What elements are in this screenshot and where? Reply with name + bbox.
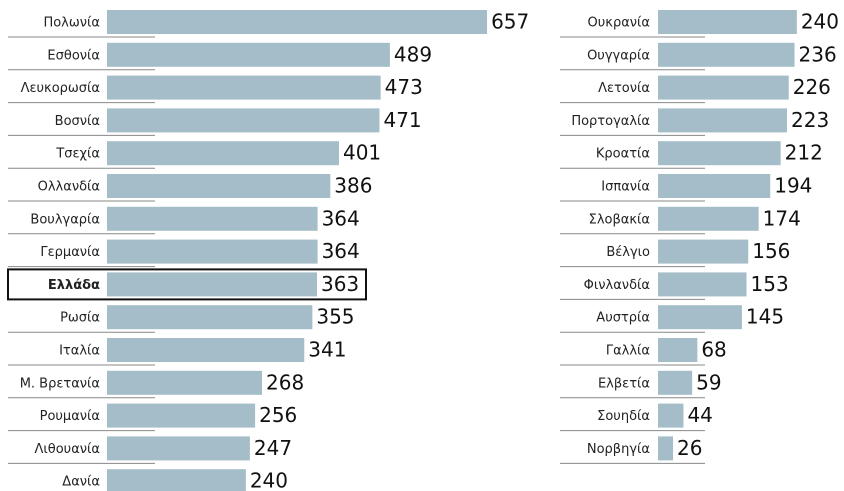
category-label: Μ. Βρετανία xyxy=(20,376,100,391)
value-label: 364 xyxy=(322,239,360,263)
category-label: Λιθουανία xyxy=(34,442,100,457)
value-label: 68 xyxy=(701,338,726,362)
value-label: 256 xyxy=(259,403,297,427)
category-label: Κροατία xyxy=(596,147,650,162)
value-label: 355 xyxy=(316,305,354,329)
bar xyxy=(107,174,331,198)
value-label: 156 xyxy=(752,239,790,263)
bar xyxy=(107,338,305,362)
value-label: 471 xyxy=(383,108,421,132)
bar xyxy=(658,206,759,231)
bar xyxy=(658,141,781,166)
bar xyxy=(658,108,788,133)
value-label: 236 xyxy=(799,42,837,66)
bar xyxy=(107,10,488,34)
category-label: Γαλλία xyxy=(606,344,650,359)
bar xyxy=(658,75,789,100)
bar xyxy=(107,141,339,166)
bar xyxy=(107,206,318,231)
category-label: Βουλγαρία xyxy=(30,212,100,227)
bar xyxy=(107,272,317,297)
bar xyxy=(107,370,263,395)
value-label: 174 xyxy=(763,206,801,230)
category-label: Ιταλία xyxy=(59,344,100,359)
value-label: 341 xyxy=(308,338,346,362)
category-label: Λευκορωσία xyxy=(21,81,100,96)
value-label: 240 xyxy=(801,10,839,34)
category-label: Αυστρία xyxy=(596,311,650,326)
value-label: 212 xyxy=(785,141,823,165)
bar xyxy=(107,469,246,491)
category-label: Νορβηγία xyxy=(587,442,650,457)
bar xyxy=(107,436,250,461)
value-label: 223 xyxy=(791,108,829,132)
bar xyxy=(658,370,693,395)
category-label: Ρωσία xyxy=(60,311,100,326)
bar xyxy=(658,403,684,428)
category-label: Βοσνία xyxy=(55,114,100,129)
bar xyxy=(107,42,390,67)
category-label: Ελβετία xyxy=(598,376,650,391)
value-label: 489 xyxy=(394,42,432,66)
highlight-box xyxy=(7,268,367,301)
category-label: Δανία xyxy=(62,475,100,490)
bar xyxy=(658,239,749,264)
category-label: Φινλανδία xyxy=(584,278,650,293)
value-label: 363 xyxy=(321,272,359,296)
bar xyxy=(107,403,256,428)
bar xyxy=(658,338,698,362)
bar xyxy=(658,272,747,297)
value-label: 364 xyxy=(322,206,360,230)
bar xyxy=(658,10,797,34)
category-label: Πολωνία xyxy=(43,16,100,31)
value-label: 145 xyxy=(746,305,784,329)
bar xyxy=(658,305,742,330)
category-label: Γερμανία xyxy=(40,245,100,260)
category-label: Ελλάδα xyxy=(48,278,100,293)
bar xyxy=(658,436,674,461)
value-label: 194 xyxy=(774,174,812,198)
bar xyxy=(107,239,318,264)
value-label: 59 xyxy=(696,370,721,394)
category-label: Πορτογαλία xyxy=(571,114,650,129)
value-label: 386 xyxy=(334,174,372,198)
category-label: Τσεχία xyxy=(55,147,100,162)
bar xyxy=(107,305,313,330)
category-label: Ουγγαρία xyxy=(587,48,650,63)
value-label: 657 xyxy=(491,10,529,34)
bar xyxy=(658,174,771,198)
bar xyxy=(107,108,380,133)
category-label: Ουκρανία xyxy=(588,16,650,31)
value-label: 268 xyxy=(266,370,304,394)
category-label: Ολλανδία xyxy=(38,180,100,195)
category-label: Ρουμανία xyxy=(40,409,100,424)
value-label: 401 xyxy=(343,141,381,165)
value-label: 153 xyxy=(751,272,789,296)
value-label: 26 xyxy=(677,436,702,460)
value-label: 44 xyxy=(687,403,712,427)
value-label: 247 xyxy=(254,436,292,460)
category-label: Εσθονία xyxy=(47,48,100,63)
category-label: Ισπανία xyxy=(601,180,650,195)
value-label: 226 xyxy=(793,75,831,99)
value-label: 473 xyxy=(385,75,423,99)
category-label: Σλοβακία xyxy=(589,212,650,227)
category-label: Βέλγιο xyxy=(606,245,650,260)
value-label: 240 xyxy=(250,469,288,491)
bar xyxy=(658,42,795,67)
category-label: Σουηδία xyxy=(597,409,650,424)
category-label: Λετονία xyxy=(598,81,650,96)
bar xyxy=(107,75,381,100)
